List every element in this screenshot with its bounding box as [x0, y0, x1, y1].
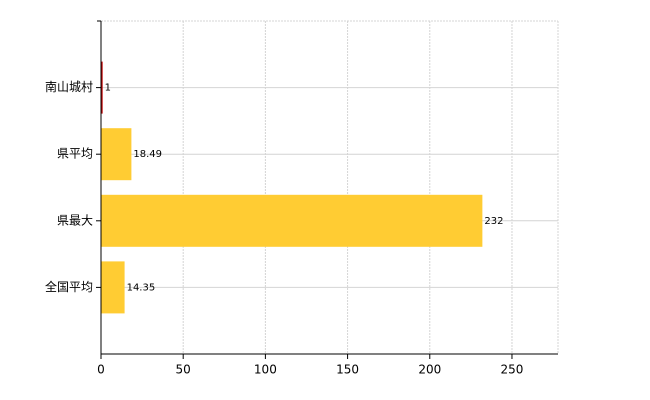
bar [101, 128, 132, 181]
y-tick-label: 県最大 [57, 213, 93, 227]
x-tick-label: 50 [176, 363, 191, 377]
y-tick-label: 全国平均 [45, 279, 93, 294]
value-label: 1 [105, 83, 111, 94]
value-label: 14.35 [127, 282, 156, 293]
x-tick-label: 250 [501, 363, 524, 377]
bar [101, 194, 483, 247]
x-tick-label: 150 [336, 363, 359, 377]
bar [101, 61, 103, 114]
value-label: 18.49 [133, 149, 162, 160]
y-tick-label: 県平均 [57, 147, 93, 161]
bar [101, 261, 125, 314]
value-label: 232 [484, 216, 503, 227]
x-tick-label: 0 [97, 363, 105, 377]
x-tick-label: 200 [418, 363, 441, 377]
x-tick-label: 100 [254, 363, 277, 377]
y-tick-label: 南山城村 [45, 79, 93, 94]
